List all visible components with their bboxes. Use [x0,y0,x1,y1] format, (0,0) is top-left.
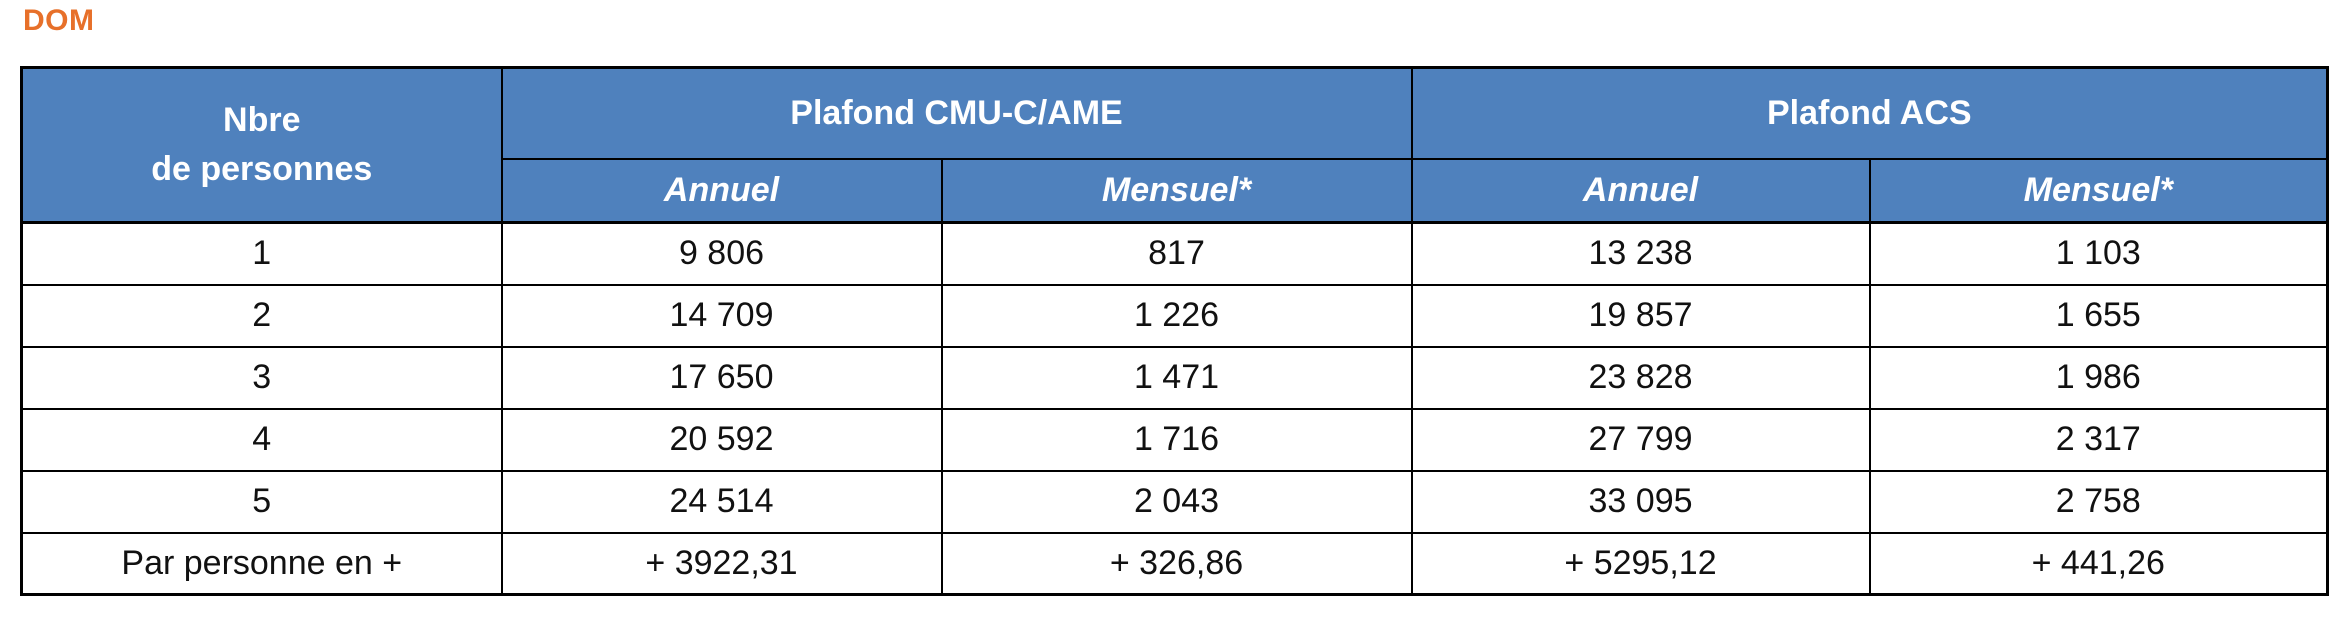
value-cell: 2 758 [1868,469,2329,534]
header-nbre-line2: de personnes [151,150,373,188]
table-header: Nbre de personnes Plafond CMU-C/AME Plaf… [20,66,2329,224]
header-group-cmu-c-ame: Plafond CMU-C/AME [500,66,1413,160]
subheader-acs-annuel: Annuel [1410,157,1871,224]
value-cell: + 3922,31 [500,531,943,596]
value-cell: 1 986 [1868,345,2329,410]
header-nbre-line1: Nbre [223,100,301,139]
subheader-cmu-mensuel: Mensuel* [940,157,1413,224]
value-cell: 1 471 [940,345,1413,410]
value-cell: 1 103 [1868,221,2329,286]
value-cell: 13 238 [1410,221,1871,286]
row-label-cell: 5 [20,469,503,534]
value-cell: 2 317 [1868,407,2329,472]
value-cell: 14 709 [500,283,943,348]
value-cell: + 441,26 [1868,531,2329,596]
value-cell: 1 716 [940,407,1413,472]
page-title: DOM [23,4,95,37]
value-cell: + 326,86 [940,531,1413,596]
row-label-cell: 2 [20,283,503,348]
subheader-acs-mensuel: Mensuel* [1868,157,2329,224]
subheader-cmu-annuel: Annuel [500,157,943,224]
row-label-cell: Par personne en + [20,531,503,596]
table-row: Par personne en + + 3922,31 + 326,86 + 5295… [20,531,2329,596]
table-row: 4 20 592 1 716 27 799 2 317 [20,407,2329,472]
value-cell: 33 095 [1410,469,1871,534]
table-row: 5 24 514 2 043 33 095 2 758 [20,469,2329,534]
value-cell: 20 592 [500,407,943,472]
header-sub-row: Annuel Mensuel* Annuel Mensuel* [22,157,2329,224]
value-cell: 817 [940,221,1413,286]
row-label-cell: 4 [20,407,503,472]
dom-plafonds-table: Nbre de personnes Plafond CMU-C/AME Plaf… [20,66,2330,596]
value-cell: 24 514 [500,469,943,534]
value-cell: 1 226 [940,283,1413,348]
value-cell: 9 806 [500,221,943,286]
header-group-row: Nbre de personnes Plafond CMU-C/AME Plaf… [20,66,2329,224]
header-nbre-personnes: Nbre de personnes [20,66,503,224]
value-cell: + 5295,12 [1410,531,1871,596]
row-label-cell: 1 [20,221,503,286]
value-cell: 23 828 [1410,345,1871,410]
value-cell: 2 043 [940,469,1413,534]
value-cell: 19 857 [1410,283,1871,348]
value-cell: 1 655 [1868,283,2329,348]
value-cell: 17 650 [500,345,943,410]
table-row: 3 17 650 1 471 23 828 1 986 [20,345,2329,410]
header-group-acs: Plafond ACS [1410,66,2329,160]
value-cell: 27 799 [1410,407,1871,472]
table-row: 2 14 709 1 226 19 857 1 655 [20,283,2329,348]
row-label-cell: 3 [20,345,503,410]
